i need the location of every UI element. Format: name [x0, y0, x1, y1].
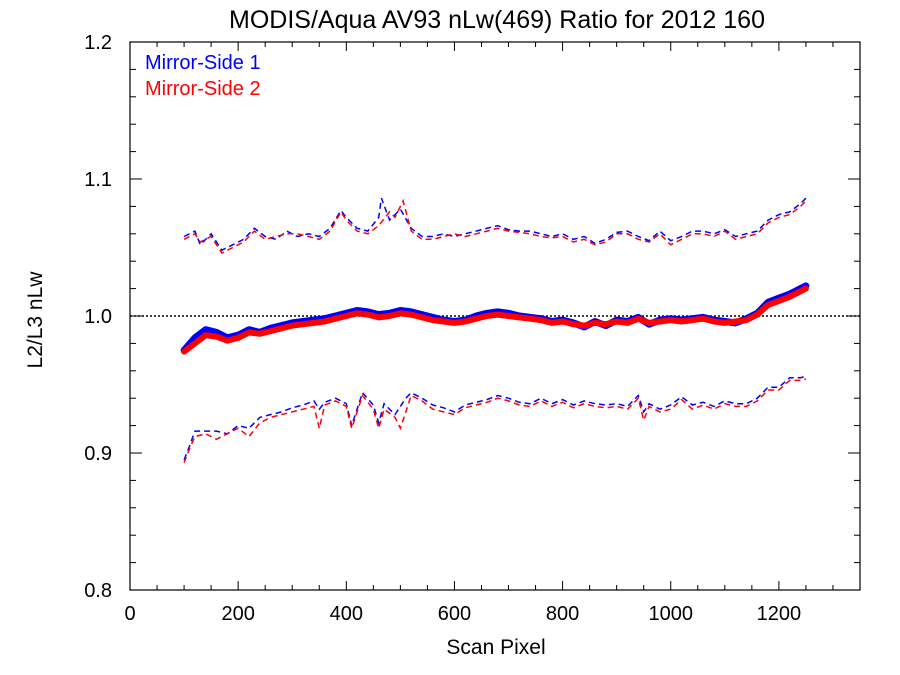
- x-axis-label: Scan Pixel: [446, 636, 545, 659]
- legend-entry-mirror-side-2: Mirror-Side 2: [145, 78, 261, 100]
- legend-entry-mirror-side-1: Mirror-Side 1: [145, 52, 261, 74]
- y-tick-label: 1.1: [84, 169, 112, 191]
- y-axis-label: L2/L3 nLw: [24, 271, 47, 369]
- x-tick-label: 0: [124, 603, 135, 625]
- axes-layer: 0 200 400 600 800 1000 1200 0.8 0.9 1.0 1.1 1.2: [84, 32, 861, 625]
- x-tick-label: 200: [221, 603, 254, 625]
- y-tick-label: 0.9: [84, 443, 112, 465]
- y-tick-label: 0.8: [84, 580, 112, 602]
- series-mirror-side-2-mean-line: [181, 285, 809, 355]
- x-tick-label: 800: [546, 603, 579, 625]
- x-tick-label: 600: [438, 603, 471, 625]
- legend: Mirror-Side 1 Mirror-Side 2: [145, 52, 261, 100]
- x-tick-label: 1200: [757, 603, 802, 625]
- x-tick-label: 400: [330, 603, 363, 625]
- chart-title: MODIS/Aqua AV93 nLw(469) Ratio for 2012 …: [229, 6, 765, 34]
- x-tick-label: 1000: [648, 603, 693, 625]
- y-tick-label: 1.2: [84, 32, 112, 54]
- series-mirror-side-1-upper-bound-line: [183, 197, 807, 252]
- series-mirror-side-1-lower-bound-line: [183, 375, 807, 461]
- series-mirror-side-2-lower-bound-line: [183, 378, 807, 463]
- series-mirror-side-2-upper-bound-line: [183, 198, 807, 254]
- y-tick-label: 1.0: [84, 306, 112, 328]
- series-layer: [180, 197, 810, 463]
